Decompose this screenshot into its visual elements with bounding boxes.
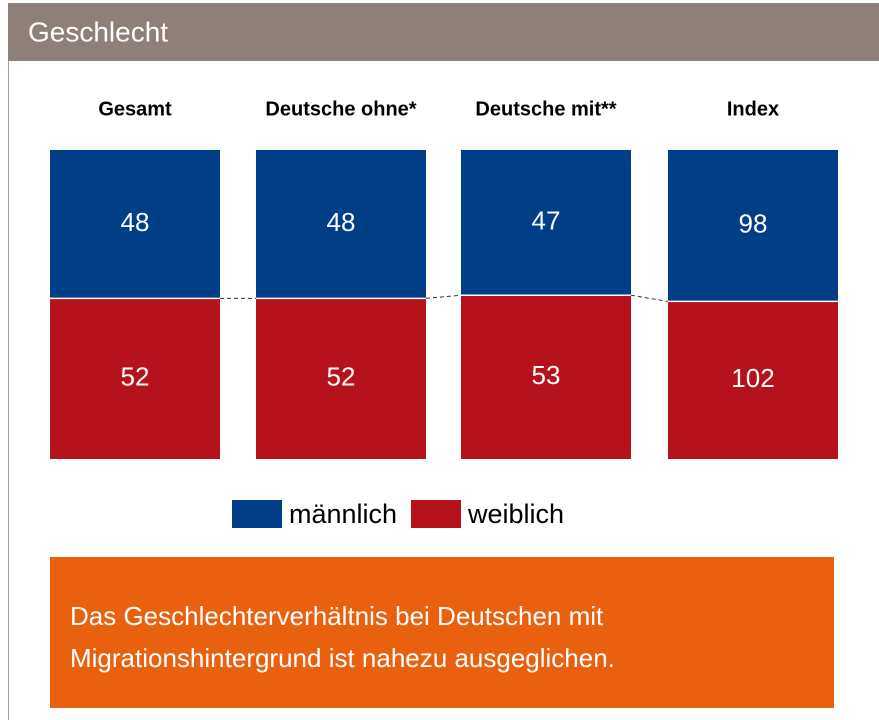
column-label: Index	[727, 98, 779, 120]
value-label: 53	[532, 360, 561, 390]
bar-segment	[668, 301, 838, 459]
annotation: Das Geschlechterverhältnis bei Deutschen…	[50, 557, 834, 708]
column-label: Gesamt	[98, 98, 172, 120]
bar-segment	[50, 298, 220, 459]
chart-title: Geschlecht	[28, 16, 168, 47]
legend-label: männlich	[289, 499, 397, 529]
bar-segment	[461, 295, 631, 459]
bar-segment	[668, 150, 838, 302]
bar-segment	[256, 298, 426, 459]
value-label: 48	[121, 207, 150, 237]
column-label: Deutsche mit**	[475, 98, 616, 120]
value-label: 47	[532, 205, 561, 235]
legend-swatch	[232, 500, 282, 528]
value-label: 98	[739, 209, 768, 239]
bar-segment	[461, 150, 631, 296]
value-label: 102	[731, 363, 774, 393]
bar-segment	[50, 150, 220, 299]
connector	[425, 294, 462, 299]
value-label: 48	[327, 207, 356, 237]
connector	[630, 294, 669, 302]
column-label: Deutsche ohne*	[265, 98, 416, 120]
bar-segment	[256, 150, 426, 299]
legend-label: weiblich	[467, 499, 564, 529]
legend-swatch	[411, 500, 461, 528]
value-label: 52	[327, 362, 356, 392]
value-label: 52	[121, 362, 150, 392]
header-bar	[8, 3, 879, 61]
